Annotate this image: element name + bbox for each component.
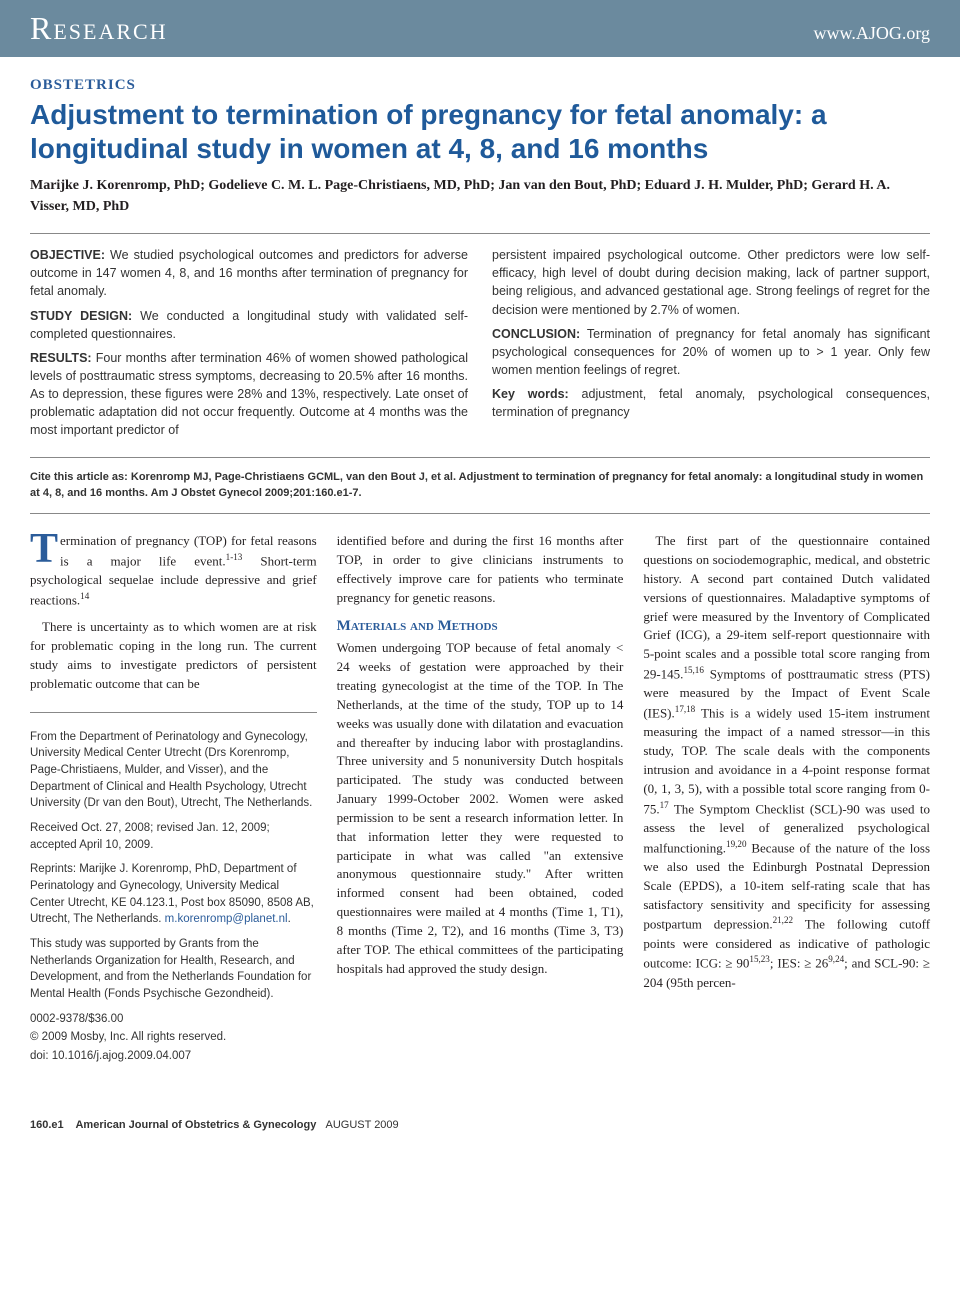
article-title: Adjustment to termination of pregnancy f… [30,98,930,165]
body-column-2: identified before and during the first 1… [337,532,624,1073]
abstract-right-column: persistent impaired psychological outcom… [492,246,930,445]
body-section: Termination of pregnancy (TOP) for fetal… [30,532,930,1073]
citation: Cite this article as: Korenromp MJ, Page… [30,470,930,501]
col3-p1a-sup: 15,16 [683,665,703,675]
conclusion-label: CONCLUSION: [492,327,580,341]
affil-doi: doi: 10.1016/j.ajog.2009.04.007 [30,1048,317,1065]
abstract-left-column: OBJECTIVE: We studied psychological outc… [30,246,468,445]
abstract-keywords: Key words: adjustment, fetal anomaly, ps… [492,385,930,421]
article-authors: Marijke J. Korenromp, PhD; Godelieve C. … [30,175,930,217]
footer-page: 160.e1 [30,1119,64,1131]
objective-label: OBJECTIVE: [30,248,105,262]
intro-p1b-sup: 14 [80,591,89,601]
affil-divider [30,712,317,713]
col3-p1a: The first part of the questionnaire cont… [643,533,930,681]
intro-p1a-sup: 1-13 [226,552,243,562]
divider-bottom [30,513,930,514]
col3-p1c-sup: 17 [660,800,669,810]
col3-p1g-sup: 9,24 [828,954,844,964]
body-column-3: The first part of the questionnaire cont… [643,532,930,1073]
affil-reprints-end: . [288,913,291,925]
body-column-1: Termination of pregnancy (TOP) for fetal… [30,532,317,1073]
footer-journal: American Journal of Obstetrics & Gynecol… [75,1119,316,1131]
col3-p1e-sup: 21,22 [773,915,793,925]
affil-dept: From the Department of Perinatology and … [30,729,317,812]
intro-p2: There is uncertainty as to which women a… [30,618,317,693]
divider-mid [30,457,930,458]
abstract-results: RESULTS: Four months after termination 4… [30,349,468,440]
journal-url: www.AJOG.org [814,23,931,44]
results-text: Four months after termination 46% of wom… [30,351,468,438]
article-content: OBSTETRICS Adjustment to termination of … [0,57,960,1113]
col3-p1b-sup: 17,18 [675,704,695,714]
divider-top [30,233,930,234]
col3-p1f-sup: 15,23 [749,954,769,964]
abstract: OBJECTIVE: We studied psychological outc… [30,246,930,445]
footer-date: AUGUST 2009 [326,1119,399,1131]
intro-p1: Termination of pregnancy (TOP) for fetal… [30,532,317,610]
header-bar: Research www.AJOG.org [0,0,960,57]
affiliations-box: From the Department of Perinatology and … [30,729,317,1065]
col3-p1d-sup: 19,20 [726,839,746,849]
abstract-results-cont: persistent impaired psychological outcom… [492,246,930,319]
page-footer: 160.e1 American Journal of Obstetrics & … [0,1113,960,1147]
affil-funding: This study was supported by Grants from … [30,936,317,1003]
abstract-objective: OBJECTIVE: We studied psychological outc… [30,246,468,300]
affil-email[interactable]: m.korenromp@planet.nl [165,913,288,925]
results-label: RESULTS: [30,351,92,365]
affil-issn: 0002-9378/$36.00 [30,1011,317,1028]
keywords-label: Key words: [492,387,569,401]
col3-p1: The first part of the questionnaire cont… [643,532,930,992]
col3-p1g: ; IES: ≥ 26 [770,956,828,971]
design-label: STUDY DESIGN: [30,309,132,323]
dropcap: T [30,532,60,568]
materials-heading: Materials and Methods [337,616,624,638]
affil-dates: Received Oct. 27, 2008; revised Jan. 12,… [30,820,317,853]
col3-p1c: This is a widely used 15-item instrument… [643,705,930,816]
abstract-design: STUDY DESIGN: We conducted a longitudina… [30,307,468,343]
col2-p1: identified before and during the first 1… [337,532,624,607]
section-name: Research [30,10,168,47]
article-category: OBSTETRICS [30,77,930,94]
affil-reprints: Reprints: Marijke J. Korenromp, PhD, Dep… [30,861,317,928]
affil-copyright: © 2009 Mosby, Inc. All rights reserved. [30,1029,317,1046]
col2-p2: Women undergoing TOP because of fetal an… [337,639,624,978]
abstract-conclusion: CONCLUSION: Termination of pregnancy for… [492,325,930,379]
